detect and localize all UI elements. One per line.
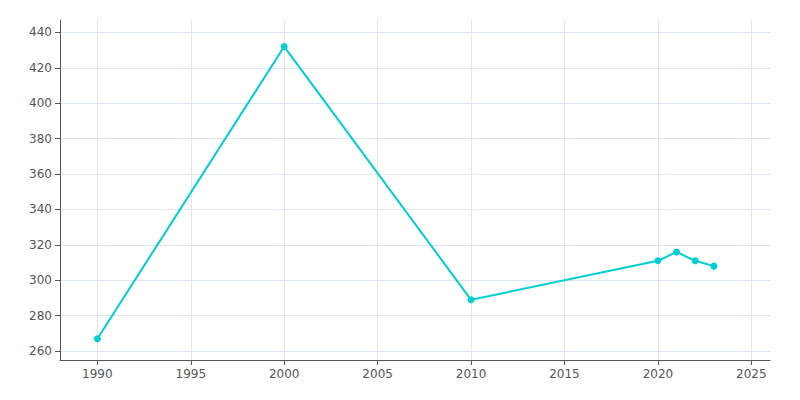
svg-text:360: 360 [29,167,52,181]
svg-text:340: 340 [29,202,52,216]
svg-text:2000: 2000 [269,367,300,381]
svg-text:300: 300 [29,273,52,287]
svg-text:260: 260 [29,344,52,358]
svg-text:280: 280 [29,309,52,323]
svg-text:2005: 2005 [362,367,393,381]
svg-text:440: 440 [29,25,52,39]
svg-text:420: 420 [29,61,52,75]
svg-text:2015: 2015 [549,367,580,381]
svg-text:1990: 1990 [82,367,113,381]
svg-text:2025: 2025 [736,367,767,381]
svg-text:320: 320 [29,238,52,252]
svg-text:2010: 2010 [456,367,487,381]
svg-text:400: 400 [29,96,52,110]
svg-text:380: 380 [29,132,52,146]
svg-text:2020: 2020 [643,367,674,381]
svg-text:1995: 1995 [176,367,207,381]
